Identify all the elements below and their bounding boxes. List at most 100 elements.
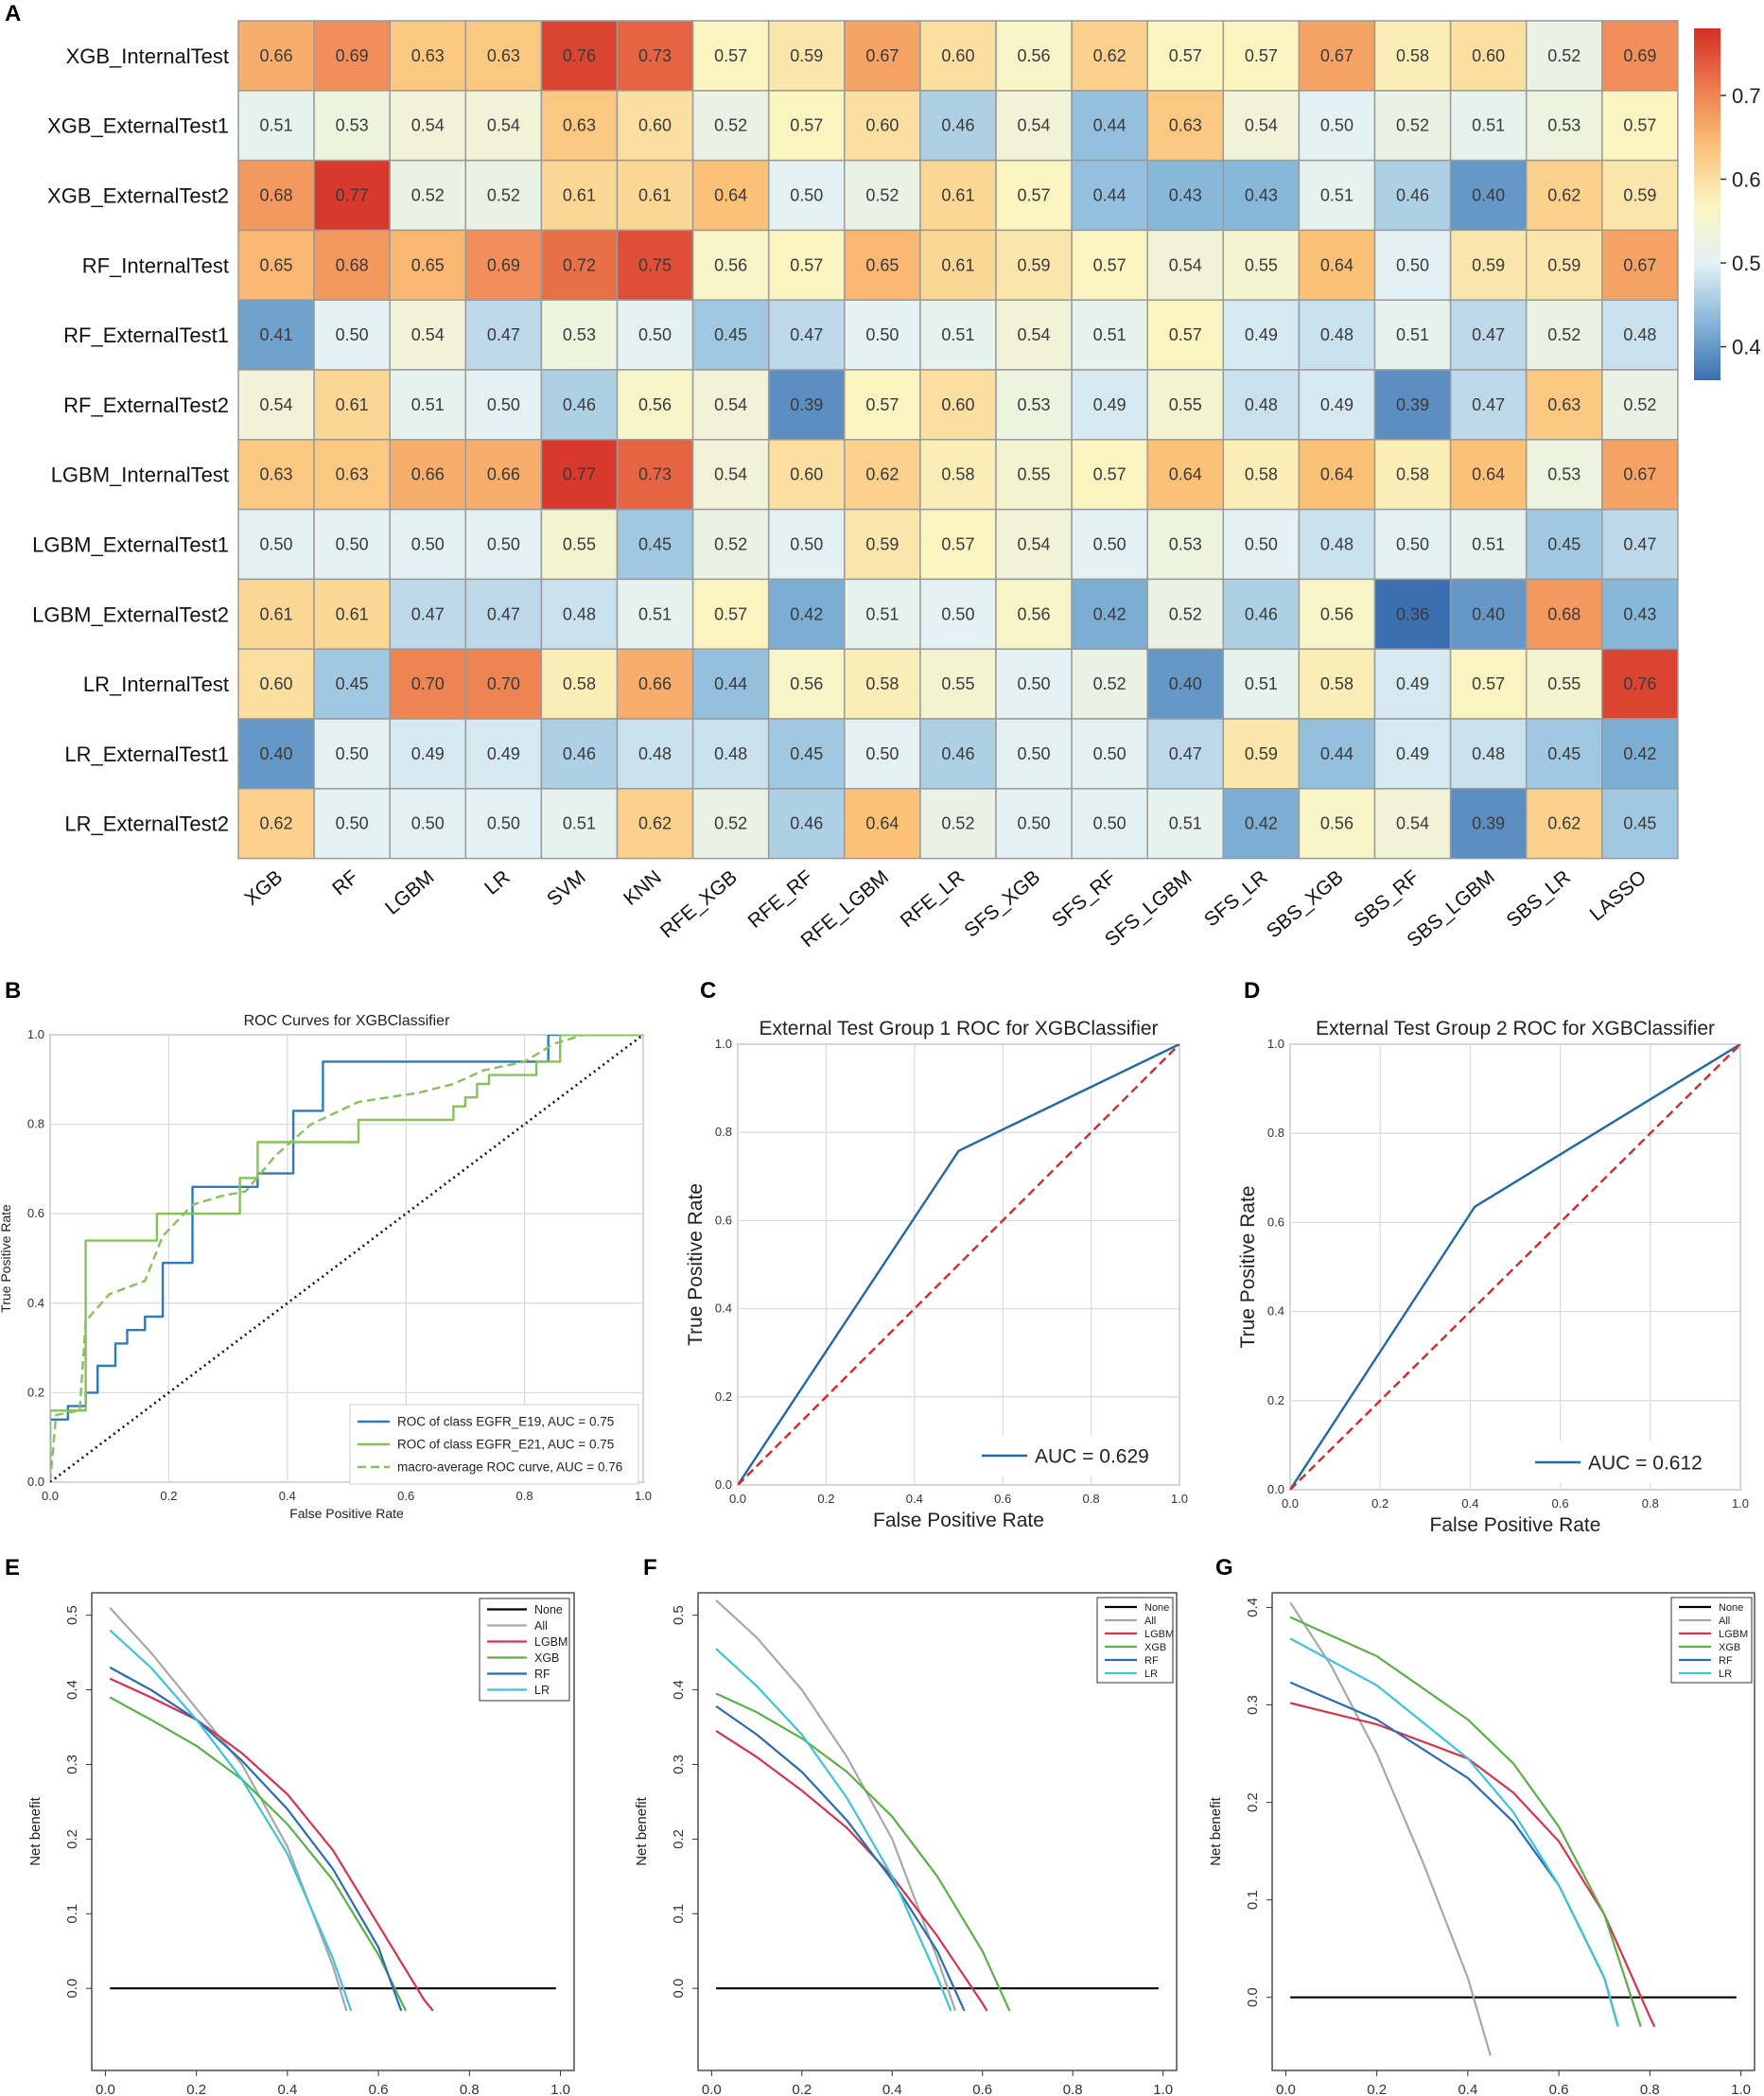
- heatmap-cell-value: 0.56: [714, 255, 747, 274]
- heatmap-cell: [1222, 788, 1301, 860]
- y-tick-label: 1.0: [27, 1027, 44, 1041]
- heatmap-cell: [540, 439, 619, 511]
- heatmap-cell-value: 0.52: [1547, 325, 1581, 344]
- heatmap-cell-value: 0.59: [1547, 255, 1581, 274]
- heatmap-cell: [767, 159, 846, 232]
- heatmap-cell: [1146, 369, 1225, 441]
- x-tick-label: 0.2: [1371, 1496, 1388, 1511]
- heatmap-cell-value: 0.47: [1623, 535, 1656, 554]
- heatmap-col-label: SFS_XGB: [960, 866, 1044, 942]
- heatmap-cell: [844, 299, 921, 371]
- heatmap-cell-value: 0.42: [790, 604, 823, 623]
- heatmap-cell-value: 0.68: [260, 186, 293, 205]
- heatmap-cell-value: 0.55: [563, 535, 596, 554]
- y-tick-label: 1.0: [715, 1037, 732, 1051]
- legend-label: AUC = 0.612: [1588, 1452, 1703, 1474]
- heatmap-cell: [313, 20, 391, 92]
- heatmap-cell: [1525, 369, 1603, 441]
- chart-panel-B: 0.0 0.2 0.4 0.6 0.8 1.0 0.0 0.2 0.4 0.6 0.8 1.0 ROC …: [0, 1013, 652, 1521]
- y-tick-label: 0.4: [27, 1296, 44, 1310]
- plot-frame: [1289, 1043, 1741, 1491]
- heatmap-cell-value: 0.50: [1093, 744, 1127, 763]
- x-axis-label: False Positive Rate: [1430, 1514, 1601, 1536]
- series-line-macro-average-roc-curve-auc-0-76: [50, 1035, 643, 1482]
- heatmap-col-label: RFE_RF: [744, 866, 817, 933]
- y-tick-label: 0.5: [64, 1605, 80, 1625]
- heatmap-cell: [1449, 369, 1528, 441]
- heatmap-cell-value: 0.54: [487, 116, 520, 135]
- heatmap-cell: [1071, 20, 1148, 92]
- heatmap-cell: [1525, 718, 1603, 790]
- heatmap-cell-value: 0.42: [1245, 814, 1278, 833]
- y-tick-label: 0.1: [1245, 1890, 1261, 1910]
- heatmap-cell-value: 0.51: [1320, 186, 1354, 205]
- heatmap-cell-value: 0.62: [1547, 814, 1581, 833]
- heatmap-cell: [844, 788, 921, 860]
- heatmap-cell: [1071, 439, 1148, 511]
- heatmap-cell-value: 0.49: [487, 744, 520, 763]
- heatmap-cell-value: 0.39: [790, 395, 823, 414]
- series-group: [1290, 1044, 1740, 1490]
- heatmap-cell-value: 0.49: [1396, 674, 1429, 693]
- heatmap-cell-value: 0.50: [487, 395, 520, 414]
- heatmap-cell-value: 0.48: [1472, 744, 1505, 763]
- heatmap-cell-value: 0.58: [1396, 465, 1429, 484]
- heatmap-cell: [995, 578, 1073, 650]
- heatmap-cell: [1449, 788, 1528, 860]
- heatmap-cell: [464, 159, 543, 232]
- heatmap-cell-value: 0.50: [1018, 674, 1051, 693]
- heatmap-cell-value: 0.58: [1245, 465, 1278, 484]
- heatmap-row-label: RF_ExternalTest1: [63, 323, 229, 347]
- heatmap-cell: [389, 20, 467, 92]
- legend-label: None: [1144, 1602, 1169, 1614]
- heatmap-cell-value: 0.66: [411, 465, 445, 484]
- heatmap-cell-value: 0.57: [714, 604, 747, 623]
- heatmap-cell-value: 0.50: [865, 325, 899, 344]
- heatmap-cell: [1373, 578, 1452, 650]
- heatmap-cell-value: 0.51: [638, 604, 672, 623]
- heatmap-cell-value: 0.54: [1245, 116, 1278, 135]
- heatmap-cell: [919, 578, 997, 650]
- heatmap-row-label: LGBM_ExternalTest2: [32, 603, 229, 626]
- y-tick-label: 0.4: [715, 1301, 732, 1316]
- heatmap-cell: [313, 788, 391, 860]
- heatmap-cell-value: 0.63: [1547, 395, 1581, 414]
- heatmap-cell: [1373, 229, 1452, 301]
- heatmap-cell: [995, 299, 1073, 371]
- heatmap-cell: [691, 439, 770, 511]
- heatmap-cell: [1601, 369, 1679, 441]
- heatmap-cell: [464, 439, 543, 511]
- heatmap-cell-value: 0.50: [1093, 535, 1127, 554]
- legend-label: None: [1719, 1602, 1743, 1614]
- heatmap-cell-value: 0.55: [1018, 465, 1051, 484]
- heatmap-cell-value: 0.45: [790, 744, 823, 763]
- heatmap-cell: [844, 718, 921, 790]
- heatmap-cell: [1449, 159, 1528, 232]
- legend-label: ROC of class EGFR_E21, AUC = 0.75: [397, 1438, 614, 1452]
- heatmap-cell-value: 0.48: [1320, 535, 1354, 554]
- x-tick-label: 0.2: [792, 2082, 812, 2096]
- heatmap-cell-value: 0.43: [1623, 604, 1656, 623]
- heatmap-cell-value: 0.40: [1472, 186, 1505, 205]
- heatmap-cell: [1525, 159, 1603, 232]
- heatmap-cell: [844, 439, 921, 511]
- heatmap-cell-value: 0.52: [1547, 46, 1581, 65]
- y-tick-label: 0.2: [715, 1389, 732, 1404]
- heatmap-cell-value: 0.62: [1547, 186, 1581, 205]
- heatmap-cell-value: 0.50: [336, 814, 369, 833]
- heatmap-cell-value: 0.52: [1169, 604, 1202, 623]
- heatmap-cell-value: 0.50: [790, 186, 823, 205]
- heatmap-cell-value: 0.49: [1396, 744, 1429, 763]
- heatmap-cell: [844, 369, 921, 441]
- heatmap-cell-value: 0.61: [941, 186, 974, 205]
- heatmap-cell-value: 0.54: [411, 116, 445, 135]
- heatmap-cell-value: 0.56: [1320, 604, 1354, 623]
- legend-label: RF: [534, 1668, 550, 1681]
- heatmap-cell-value: 0.52: [1623, 395, 1656, 414]
- heatmap-cell: [237, 718, 315, 790]
- y-axis-label: Net benefit: [27, 1796, 44, 1865]
- heatmap-cell: [540, 299, 619, 371]
- x-tick-label: 0.6: [369, 2082, 389, 2096]
- heatmap-cell: [1071, 788, 1148, 860]
- heatmap-cell-value: 0.36: [1396, 604, 1429, 623]
